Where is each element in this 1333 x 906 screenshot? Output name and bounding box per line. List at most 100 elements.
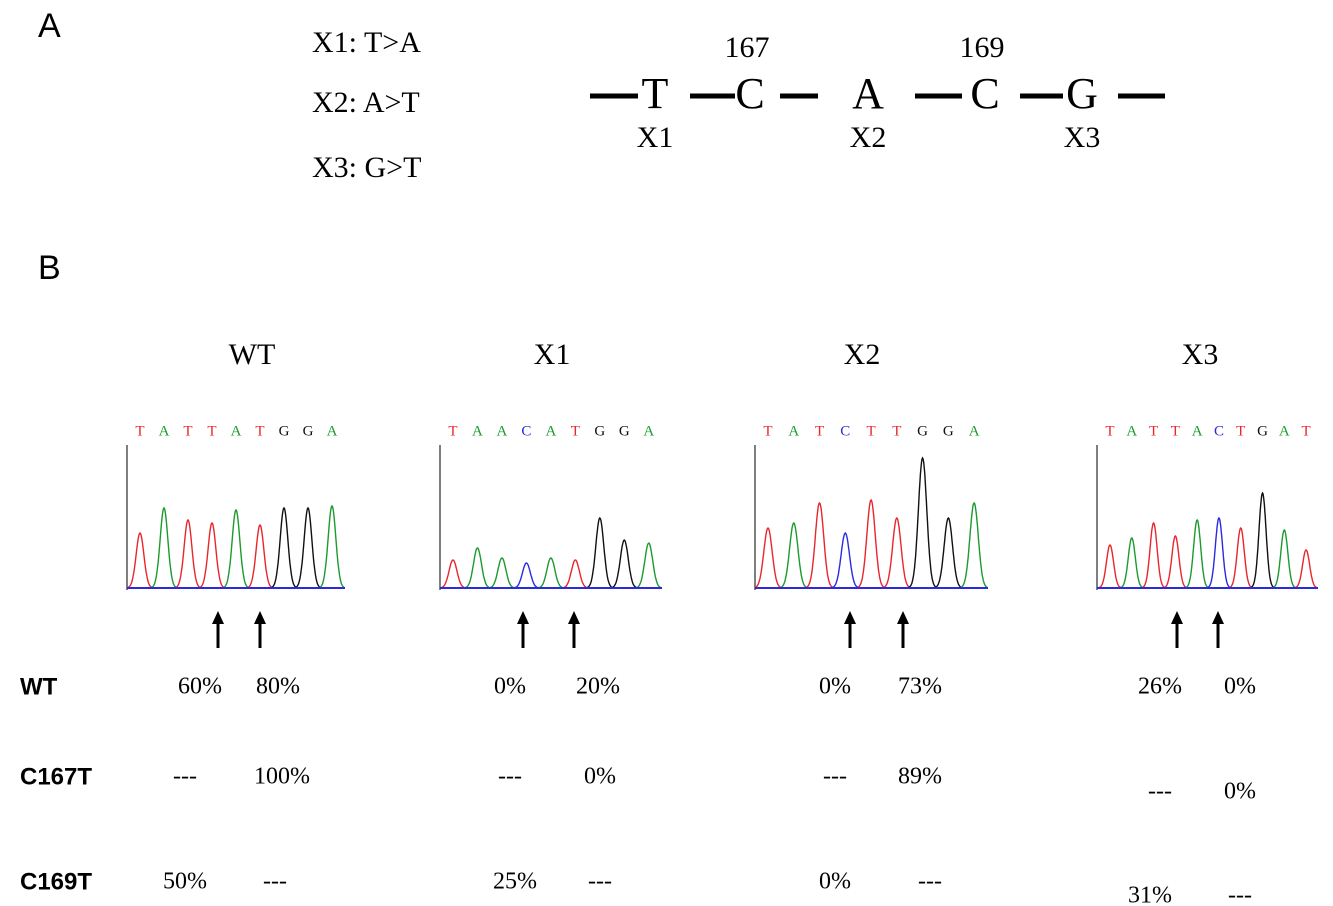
base-call: G xyxy=(917,423,928,439)
sample-title: X3 xyxy=(1182,338,1219,371)
trace-peak xyxy=(611,540,636,588)
trace-peak xyxy=(935,518,962,588)
trace-peak xyxy=(319,506,344,588)
percentage: 80% xyxy=(256,674,300,700)
trace-peak xyxy=(223,510,248,588)
trace-peak xyxy=(1120,538,1142,588)
base-call: T xyxy=(866,423,875,439)
percentage: --- xyxy=(263,869,287,895)
trace-peak xyxy=(271,508,296,588)
site-label: X1 xyxy=(637,121,674,154)
base-call: G xyxy=(303,423,314,439)
arrow-head xyxy=(844,611,856,624)
row-label: C169T xyxy=(20,868,92,895)
mutation: X1: T>A xyxy=(312,26,421,59)
arrow-head xyxy=(517,611,529,624)
mutation: X2: A>T xyxy=(312,86,420,119)
trace-peak xyxy=(514,563,539,588)
base: C xyxy=(735,69,764,118)
base-call: A xyxy=(788,423,799,439)
percentage: 89% xyxy=(898,764,942,790)
sample-title: X1 xyxy=(534,338,571,371)
trace-peak xyxy=(538,558,563,588)
base-call: T xyxy=(207,423,216,439)
trace-peak xyxy=(909,458,936,587)
figure: A B X1: T>AX2: A>TX3: G>TTX1C167AX2C169G… xyxy=(0,0,1333,906)
base-call: C xyxy=(1214,423,1224,439)
trace-peak xyxy=(1273,530,1295,588)
base-call: T xyxy=(1105,423,1114,439)
arrow-head xyxy=(212,611,224,624)
mutation: X3: G>T xyxy=(312,151,421,184)
row-label: C167T xyxy=(20,763,92,790)
base-call: C xyxy=(840,423,850,439)
percentage: --- xyxy=(823,764,847,790)
base-call: T xyxy=(255,423,264,439)
percentage: 31% xyxy=(1128,883,1172,906)
trace-peak xyxy=(961,503,988,588)
base-call: A xyxy=(497,423,508,439)
site-label: X3 xyxy=(1064,121,1101,154)
trace-peak xyxy=(295,508,320,588)
trace-peak xyxy=(1295,550,1317,588)
trace-peak xyxy=(806,503,833,588)
trace-peak xyxy=(1186,520,1208,588)
percentage: 0% xyxy=(819,869,851,895)
base-call: G xyxy=(279,423,290,439)
trace-peak xyxy=(755,528,782,588)
trace-peak xyxy=(1251,493,1273,588)
trace-peak xyxy=(465,548,490,588)
arrow-head xyxy=(1171,611,1183,624)
trace-peak xyxy=(563,560,588,588)
trace-peak xyxy=(127,533,152,588)
percentage: 0% xyxy=(1224,779,1256,805)
base-call: A xyxy=(472,423,483,439)
sample-title: WT xyxy=(229,338,276,371)
trace-peak xyxy=(151,508,176,588)
percentage: 100% xyxy=(254,764,310,790)
base: C xyxy=(970,69,999,118)
base-call: A xyxy=(159,423,170,439)
base-call: T xyxy=(892,423,901,439)
base-call: G xyxy=(1257,423,1268,439)
base-call: T xyxy=(448,423,457,439)
trace-peak xyxy=(832,533,859,588)
trace-peak xyxy=(440,560,465,588)
percentage: --- xyxy=(918,869,942,895)
base-call: T xyxy=(571,423,580,439)
trace-peak xyxy=(1164,536,1187,588)
sample-title: X2 xyxy=(844,338,881,371)
arrow-head xyxy=(1212,611,1224,624)
base-call: A xyxy=(327,423,338,439)
percentage: --- xyxy=(173,764,197,790)
trace-peak xyxy=(1208,518,1230,588)
percentage: 60% xyxy=(178,674,222,700)
base-call: G xyxy=(943,423,954,439)
base-call: A xyxy=(1279,423,1290,439)
trace-peak xyxy=(858,500,885,588)
percentage: 20% xyxy=(576,674,620,700)
trace-peak xyxy=(1229,528,1251,588)
percentage: 0% xyxy=(819,674,851,700)
base-call: A xyxy=(1192,423,1203,439)
base-call: T xyxy=(815,423,824,439)
percentage: 0% xyxy=(494,674,526,700)
arrow-head xyxy=(254,611,266,624)
percentage: 25% xyxy=(493,869,537,895)
trace-peak xyxy=(175,520,200,588)
trace-peak xyxy=(636,543,661,588)
base-call: G xyxy=(619,423,630,439)
trace-peak xyxy=(199,523,224,588)
trace-peak xyxy=(1142,523,1165,588)
trace-peak xyxy=(247,525,272,588)
base-call: A xyxy=(643,423,654,439)
trace-peak xyxy=(1099,545,1121,588)
percentage: --- xyxy=(1228,883,1252,906)
percentage: 0% xyxy=(584,764,616,790)
base-call: G xyxy=(594,423,605,439)
base-call: A xyxy=(969,423,980,439)
trace-peak xyxy=(780,523,807,588)
percentage: --- xyxy=(498,764,522,790)
percentage: 50% xyxy=(163,869,207,895)
base-call: T xyxy=(183,423,192,439)
